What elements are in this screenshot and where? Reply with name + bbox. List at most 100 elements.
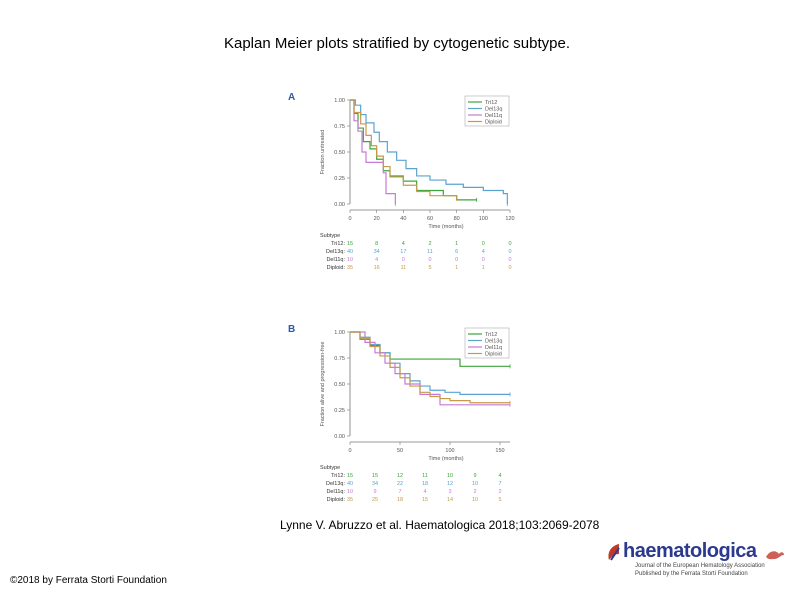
- panel-a-risk-value: 34: [374, 249, 380, 255]
- logo-subtitle-2: Published by the Ferrata Storti Foundati…: [635, 571, 748, 577]
- panel-a-x-tick-label: 80: [454, 216, 460, 222]
- panel-b-risk-value: 34: [372, 481, 378, 487]
- panel-a-risk-row-label: Tri12:: [331, 241, 345, 247]
- panel-b-risk-value: 9: [373, 489, 376, 495]
- panel-a-risk-value: 1: [455, 241, 458, 247]
- panel-b-risk-value: 5: [498, 497, 501, 503]
- panel-a-risk-value: 0: [508, 257, 511, 263]
- panel-a-risk-row-label: Diploid:: [327, 265, 346, 271]
- panel-b-y-tick-label: 0.00: [334, 434, 345, 440]
- panel-b-legend-label: Tri12: [485, 332, 497, 338]
- panel-a-risk-value: 0: [428, 257, 431, 263]
- panel-a-risk-value: 0: [455, 257, 458, 263]
- panel-b-risk-value: 15: [422, 497, 428, 503]
- panel-b-risk-value: 11: [422, 473, 428, 479]
- panel-b-risk-value: 7: [398, 489, 401, 495]
- panel-b-y-tick-label: 0.25: [334, 408, 345, 414]
- panel-a-risk-value: 0: [482, 257, 485, 263]
- panel-b-risk-value: 4: [423, 489, 426, 495]
- panel-b-risk-row-label: Del11q:: [326, 489, 345, 495]
- panel-a-y-tick-label: 0.00: [334, 202, 345, 208]
- panel-a-legend-label: Del13q: [485, 107, 502, 113]
- panel-b-y-axis-label: Fraction alive and progression-free: [320, 342, 326, 427]
- panel-a-y-tick-label: 0.75: [334, 124, 345, 130]
- panel-a-risk-value: 10: [347, 257, 353, 263]
- panel-a-risk-value: 1: [455, 265, 458, 271]
- panel-b-risk-value: 25: [372, 497, 378, 503]
- panel-b-risk-value: 18: [422, 481, 428, 487]
- panel-b-risk-row-label: Del13q:: [326, 481, 345, 487]
- panel-b-legend-label: Del11q: [485, 345, 502, 351]
- panel-b-risk-value: 18: [397, 497, 403, 503]
- panel-a-risk-value: 2: [428, 241, 431, 247]
- panel-a-risk-value: 0: [508, 249, 511, 255]
- panel-a-risk-value: 0: [402, 257, 405, 263]
- panel-b-x-axis-label: Time (months): [428, 456, 463, 462]
- panel-a-y-axis-label: Fraction untreated: [320, 130, 326, 175]
- panel-b-risk-value: 14: [447, 497, 453, 503]
- panel-a-risk-value: 4: [482, 249, 485, 255]
- logo-wordmark: haematologica: [623, 540, 757, 562]
- panel-b-risk-value: 12: [447, 481, 453, 487]
- panel-a-risk-header: Subtype: [320, 233, 340, 239]
- panel-a-risk-value: 11: [400, 265, 406, 271]
- panel-b-y-tick-label: 0.75: [334, 356, 345, 362]
- panel-b-risk-value: 7: [498, 481, 501, 487]
- panel-a-y-tick-label: 1.00: [334, 98, 345, 104]
- panel-b-x-tick-label: 50: [397, 448, 403, 454]
- panel-b-risk-value: 10: [347, 489, 353, 495]
- journal-logo: haematologica Journal of the European He…: [605, 540, 790, 580]
- panel-a-y-tick-label: 0.25: [334, 176, 345, 182]
- panel-a-x-tick-label: 60: [427, 216, 433, 222]
- panel-a-risk-value: 35: [347, 265, 353, 271]
- panel-a-risk-value: 0: [508, 241, 511, 247]
- panel-a-risk-value: 11: [427, 249, 433, 255]
- panel-a-risk-value: 0: [508, 265, 511, 271]
- panel-a-risk-value: 1: [482, 265, 485, 271]
- panel-a-risk-row-label: Del13q:: [326, 249, 345, 255]
- panel-a-risk-value: 6: [455, 249, 458, 255]
- panel-b-risk-value: 10: [472, 497, 478, 503]
- panel-b-risk-value: 40: [347, 481, 353, 487]
- panel-a-x-tick-label: 40: [400, 216, 406, 222]
- panel-b-series-diploid: [350, 331, 510, 404]
- panel-b-risk-value: 15: [372, 473, 378, 479]
- panel-b-y-tick-label: 1.00: [334, 330, 345, 336]
- panel-b-risk-header: Subtype: [320, 465, 340, 471]
- panel-a-risk-value: 0: [482, 241, 485, 247]
- logo-subtitle-1: Journal of the European Hematology Assoc…: [635, 563, 765, 569]
- logo-dragon-icon: [766, 551, 784, 560]
- panel-a-risk-value: 17: [400, 249, 406, 255]
- panel-a-x-tick-label: 0: [348, 216, 351, 222]
- panel-b-risk-row-label: Diploid:: [327, 497, 346, 503]
- panel-a-legend-label: Tri12: [485, 100, 497, 106]
- panel-a-series-del11q: [350, 99, 396, 204]
- panel-b-risk-value: 15: [347, 473, 353, 479]
- panel-b-y-tick-label: 0.50: [334, 382, 345, 388]
- panel-a-x-axis-label: Time (months): [428, 224, 463, 230]
- panel-b-risk-value: 4: [498, 473, 501, 479]
- panel-b-x-tick-label: 150: [495, 448, 504, 454]
- panel-b-risk-value: 10: [472, 481, 478, 487]
- panel-a-series-diploid: [350, 99, 458, 199]
- panel-b-x-tick-label: 100: [445, 448, 454, 454]
- panel-b-risk-value: 12: [397, 473, 403, 479]
- panel-a-risk-value: 4: [402, 241, 405, 247]
- logo-mark-icon: [608, 544, 620, 561]
- copyright: ©2018 by Ferrata Storti Foundation: [10, 575, 167, 586]
- panel-b-legend-label: Del13q: [485, 339, 502, 345]
- panel-b-risk-row-label: Tri12:: [331, 473, 345, 479]
- panel-b-letter: B: [288, 324, 295, 335]
- panel-b-risk-value: 22: [397, 481, 403, 487]
- panel-a-risk-value: 4: [375, 257, 378, 263]
- panel-b-risk-value: 10: [447, 473, 453, 479]
- panel-a-risk-row-label: Del11q:: [326, 257, 345, 263]
- panel-a-legend-label: Diploid: [485, 120, 502, 126]
- panel-b-legend-label: Diploid: [485, 352, 502, 358]
- panel-b-risk-value: 35: [347, 497, 353, 503]
- panel-a-risk-value: 5: [428, 265, 431, 271]
- panel-a-risk-value: 16: [374, 265, 380, 271]
- panel-b-x-tick-label: 0: [348, 448, 351, 454]
- panel-a-letter: A: [288, 92, 295, 103]
- panel-b-risk-value: 3: [448, 489, 451, 495]
